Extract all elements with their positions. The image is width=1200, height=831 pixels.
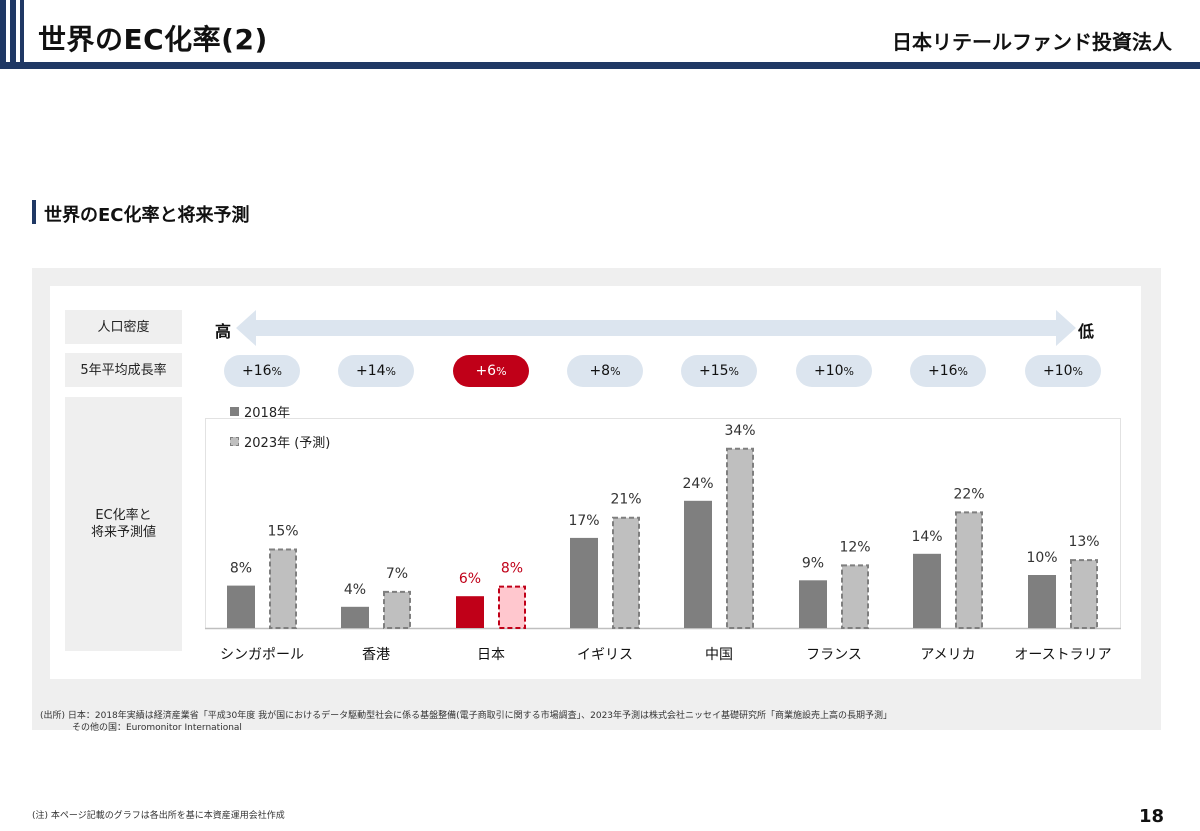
- data-label-2018: 4%: [344, 582, 366, 598]
- growth-pill: +6%: [453, 355, 529, 387]
- growth-value: +10: [1043, 363, 1073, 379]
- bar-2023: [841, 564, 869, 630]
- growth-unit: %: [957, 364, 968, 378]
- legend-label-2018: 2018年: [244, 406, 291, 421]
- category-label: オーストラリア: [1014, 647, 1111, 663]
- growth-unit: %: [385, 364, 396, 378]
- growth-value: +14: [356, 363, 386, 379]
- growth-value: +10: [814, 363, 844, 379]
- growth-value: +16: [928, 363, 958, 379]
- page-title: 世界のEC化率(2): [38, 23, 268, 56]
- growth-unit: %: [1072, 364, 1083, 378]
- growth-unit: %: [496, 364, 507, 378]
- bar-2018: [1028, 575, 1056, 628]
- bar-2018: [570, 537, 598, 628]
- growth-value: +15: [699, 363, 729, 379]
- bar-2018: [799, 580, 827, 628]
- company-name: 日本リテールファンド投資法人: [892, 30, 1172, 54]
- legend-swatch-2023: [230, 437, 239, 446]
- bar-2023: [612, 516, 640, 630]
- bar-2018: [456, 596, 484, 628]
- source-line-1: (出所) 日本：2018年実績は経済産業省「平成30年度 我が国におけるデータ駆…: [40, 711, 893, 721]
- source-note: (出所) 日本：2018年実績は経済産業省「平成30年度 我が国におけるデータ駆…: [40, 710, 892, 734]
- growth-unit: %: [843, 364, 854, 378]
- growth-pill: +10%: [1025, 355, 1101, 387]
- category-label: アメリカ: [920, 647, 975, 663]
- data-label-2018: 10%: [1026, 550, 1057, 566]
- data-label-2018: 24%: [682, 476, 713, 492]
- bar-2018: [913, 553, 941, 628]
- growth-pill: +16%: [224, 355, 300, 387]
- category-label: 日本: [477, 647, 505, 663]
- data-label-2023: 8%: [501, 561, 523, 577]
- bar-2023: [1070, 559, 1098, 629]
- category-label: 香港: [362, 647, 390, 663]
- data-label-2023: 34%: [724, 423, 755, 439]
- data-label-2023: 12%: [839, 539, 870, 555]
- bar-2018: [684, 500, 712, 628]
- growth-value: +16: [242, 363, 272, 379]
- density-arrow: [236, 310, 1076, 346]
- legend-2023: 2023年 (予測): [230, 432, 330, 451]
- data-label-2018: 6%: [459, 571, 481, 587]
- bar-2023: [269, 548, 297, 629]
- row-label-ec-line2: 将来予測値: [90, 525, 156, 540]
- legend-2018: 2018年: [230, 402, 290, 421]
- category-label: イギリス: [577, 647, 633, 663]
- header-stripes: [0, 0, 30, 62]
- row-label-density: 人口密度: [65, 310, 182, 344]
- growth-unit: %: [271, 364, 282, 378]
- growth-value: +8: [589, 363, 611, 379]
- section-title: 世界のEC化率と将来予測: [44, 205, 250, 226]
- growth-pill: +15%: [681, 355, 757, 387]
- row-label-growth: 5年平均成長率: [65, 353, 182, 387]
- row-label-ec: EC化率と 将来予測値: [65, 397, 182, 651]
- page-number: 18: [1138, 806, 1164, 827]
- growth-value: +6: [475, 363, 497, 379]
- data-label-2018: 9%: [802, 555, 824, 571]
- data-label-2023: 21%: [610, 492, 641, 508]
- source-line-2: その他の国：Euromonitor International: [72, 723, 242, 733]
- bar-2023: [955, 511, 983, 630]
- category-label: フランス: [806, 647, 862, 663]
- bar-2023: [498, 585, 526, 629]
- data-label-2018: 8%: [230, 561, 252, 577]
- bar-2023: [383, 590, 411, 630]
- growth-unit: %: [610, 364, 621, 378]
- growth-pill: +14%: [338, 355, 414, 387]
- legend-label-2023: 2023年 (予測): [244, 436, 331, 451]
- bar-2018: [341, 606, 369, 628]
- density-low-label: 低: [1078, 322, 1095, 341]
- legend-swatch-2018: [230, 407, 239, 416]
- category-label: 中国: [705, 647, 733, 663]
- header-rule: [0, 62, 1200, 69]
- growth-pill: +10%: [796, 355, 872, 387]
- bar-2023: [726, 447, 754, 629]
- data-label-2018: 14%: [911, 529, 942, 545]
- growth-pill: +16%: [910, 355, 986, 387]
- density-high-label: 高: [215, 322, 232, 341]
- data-label-2018: 17%: [568, 513, 599, 529]
- growth-pill: +8%: [567, 355, 643, 387]
- data-label-2023: 22%: [953, 486, 984, 502]
- section-marker: [32, 200, 36, 224]
- category-label: シンガポール: [220, 647, 304, 663]
- data-label-2023: 7%: [386, 566, 408, 582]
- row-label-ec-line1: EC化率と: [95, 508, 152, 523]
- footnote: (注) 本ページ記載のグラフは各出所を基に本資産運用会社作成: [32, 811, 285, 821]
- bar-2018: [227, 585, 255, 628]
- data-label-2023: 13%: [1068, 534, 1099, 550]
- growth-unit: %: [728, 364, 739, 378]
- data-label-2023: 15%: [267, 524, 298, 540]
